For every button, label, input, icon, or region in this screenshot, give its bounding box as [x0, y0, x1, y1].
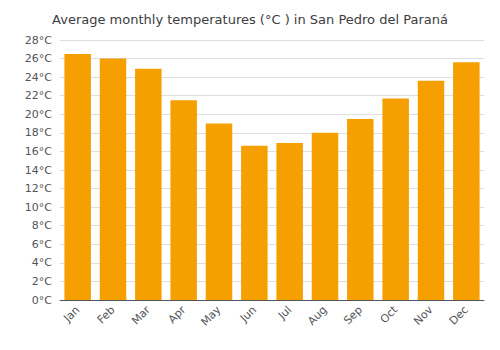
svg-text:Jul: Jul [275, 303, 294, 322]
svg-text:Sep: Sep [341, 303, 365, 327]
svg-text:14°C: 14°C [25, 164, 52, 177]
svg-text:Apr: Apr [166, 303, 189, 326]
svg-text:4°C: 4°C [32, 256, 52, 269]
svg-text:Average monthly temperatures (: Average monthly temperatures (°C ) in Sa… [52, 12, 448, 27]
svg-text:8°C: 8°C [32, 219, 52, 232]
svg-text:Jan: Jan [60, 303, 82, 325]
svg-text:2°C: 2°C [32, 275, 52, 288]
svg-text:Nov: Nov [411, 303, 436, 328]
svg-text:10°C: 10°C [25, 201, 52, 214]
svg-text:28°C: 28°C [25, 34, 52, 47]
svg-text:Feb: Feb [95, 303, 118, 326]
svg-text:Aug: Aug [305, 303, 329, 327]
svg-text:12°C: 12°C [25, 182, 52, 195]
svg-text:Jun: Jun [237, 303, 259, 325]
svg-text:0°C: 0°C [32, 294, 52, 307]
svg-text:Dec: Dec [447, 303, 471, 327]
svg-text:May: May [198, 303, 224, 329]
svg-text:22°C: 22°C [25, 89, 52, 102]
svg-text:16°C: 16°C [25, 145, 52, 158]
svg-text:6°C: 6°C [32, 238, 52, 251]
svg-text:20°C: 20°C [25, 108, 52, 121]
svg-text:26°C: 26°C [25, 52, 52, 65]
svg-text:Mar: Mar [129, 303, 153, 327]
svg-text:24°C: 24°C [25, 71, 52, 84]
svg-text:Oct: Oct [378, 303, 401, 326]
svg-text:18°C: 18°C [25, 126, 52, 139]
